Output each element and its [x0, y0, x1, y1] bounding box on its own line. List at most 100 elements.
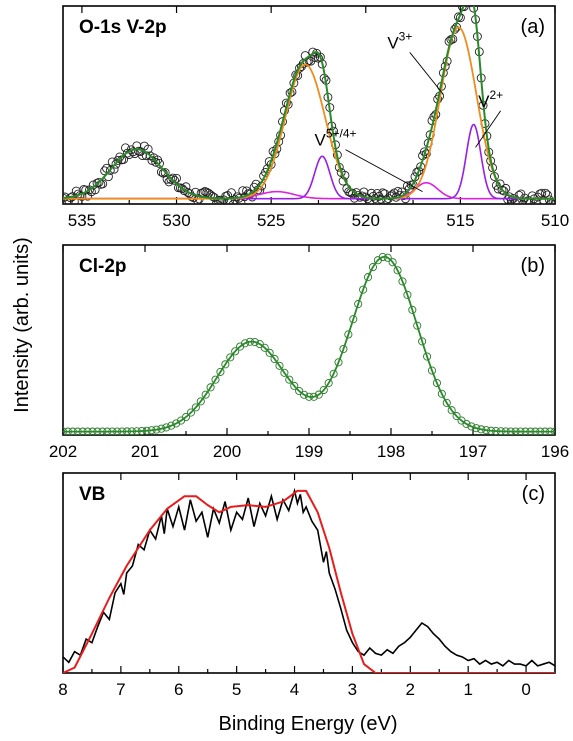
data-point	[270, 354, 279, 364]
series-v2-line	[63, 123, 555, 200]
panel-title-a: O-1s V-2p	[79, 17, 167, 38]
x-tick-label: 201	[131, 442, 159, 461]
data-point	[472, 424, 481, 433]
x-tick-label: 510	[541, 211, 569, 230]
data-point	[363, 273, 373, 282]
data-point	[69, 196, 79, 204]
data-point	[414, 166, 424, 176]
data-point	[120, 143, 130, 153]
data-point	[201, 390, 210, 399]
data-point	[459, 6, 469, 12]
data-point	[418, 337, 427, 346]
data-point	[437, 389, 446, 398]
panel-tag-a: (a)	[521, 16, 545, 38]
data-point	[240, 339, 250, 348]
data-point	[238, 186, 248, 196]
x-tick-label: 535	[68, 211, 96, 230]
x-axis-title: Binding Energy (eV)	[219, 713, 398, 735]
data-point	[339, 344, 348, 354]
series-v3-line	[63, 26, 555, 200]
data-point	[329, 369, 338, 378]
data-point	[181, 412, 191, 422]
data-point	[398, 277, 407, 286]
panel-title-c: VB	[79, 484, 105, 505]
x-tick-label: 515	[446, 211, 474, 230]
data-point	[228, 199, 238, 204]
plot-area-a	[63, 6, 555, 204]
panel-tag-b: (b)	[521, 255, 545, 277]
x-tick-label: 2	[406, 680, 415, 699]
panel-tag-c: (c)	[522, 483, 545, 505]
data-point	[226, 353, 235, 362]
annotation-2: V2+	[478, 88, 503, 111]
data-point	[77, 191, 87, 201]
data-point	[403, 290, 412, 299]
data-point	[427, 366, 437, 375]
data-point	[344, 330, 353, 339]
data-point	[467, 422, 476, 431]
data-point	[92, 178, 102, 188]
fit-line	[63, 255, 555, 433]
data-point	[280, 368, 289, 377]
x-tick-label: 197	[459, 442, 487, 461]
data-point	[98, 179, 108, 189]
data-point	[155, 159, 164, 168]
plot-frame-c	[62, 472, 556, 674]
plot-area-b	[63, 252, 555, 435]
data-point	[442, 398, 451, 407]
data-point	[537, 188, 547, 198]
data-point	[160, 168, 170, 178]
data-point	[170, 175, 180, 185]
data-point	[265, 348, 274, 357]
x-tick-label: 1	[463, 680, 472, 699]
data-point	[230, 195, 240, 204]
data-point	[168, 173, 178, 183]
data-point	[162, 423, 171, 432]
x-tick-label: 520	[352, 211, 380, 230]
annotation-54: V5+/4+	[314, 127, 356, 150]
x-tick-label: 3	[348, 680, 357, 699]
data-point	[211, 375, 220, 384]
data-point	[541, 188, 550, 198]
annotation-3: V3+	[387, 29, 412, 52]
data-point	[231, 347, 240, 356]
data-point	[105, 166, 115, 175]
data-point	[94, 177, 104, 187]
x-tick-label: 6	[174, 680, 183, 699]
plot-frame-a	[62, 5, 556, 205]
data-point	[315, 52, 325, 62]
panel-c: 8 7 6 5 4 3 2 1 0 VB (c)	[58, 472, 556, 699]
data-point	[388, 258, 397, 267]
data-point	[290, 381, 299, 390]
x-tick-label: 5	[232, 680, 241, 699]
data-point	[208, 191, 217, 201]
y-axis-title: Intensity (arb. units)	[11, 237, 33, 413]
data-point	[546, 199, 555, 204]
panel-title-b: Cl-2p	[79, 256, 127, 277]
data-point	[368, 263, 378, 272]
data-point	[462, 419, 471, 428]
x-tick-label: 202	[49, 442, 77, 461]
x-tick-label: 8	[58, 680, 67, 699]
annotation-arrow	[345, 149, 423, 193]
data-point	[172, 173, 181, 183]
plot-area-c	[63, 487, 555, 673]
x-tick-label: 196	[541, 442, 569, 461]
x-tick-label: 530	[162, 211, 190, 230]
x-tick-label: 0	[521, 680, 530, 699]
annotation-arrow	[409, 52, 444, 95]
data-point	[452, 412, 461, 421]
data-point	[275, 361, 284, 370]
data-point	[206, 383, 215, 392]
data-point	[260, 343, 269, 352]
data-point	[319, 385, 328, 395]
data-point	[354, 299, 363, 309]
data-point	[357, 191, 367, 201]
x-tick-label: 200	[213, 442, 241, 461]
data-point	[432, 378, 441, 388]
data-point	[550, 198, 555, 204]
panel-a: 535 530 525 520 515 510 O-1s V-2p (a) V3+ V2+ V5+/…	[62, 5, 569, 230]
data-point	[225, 196, 234, 204]
data-point	[499, 186, 509, 196]
data-point	[324, 379, 333, 388]
